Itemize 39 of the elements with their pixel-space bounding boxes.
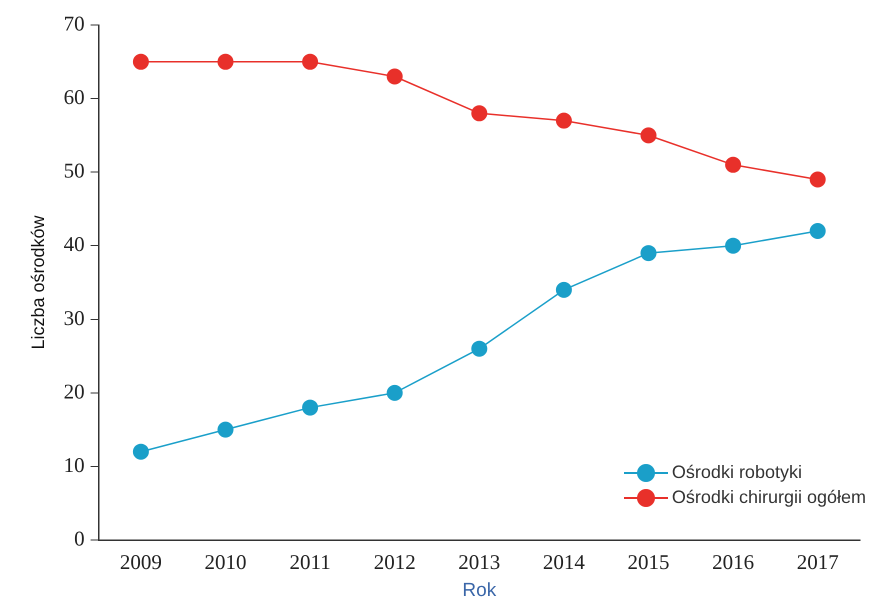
point <box>471 340 488 357</box>
point <box>640 245 656 262</box>
y-axis-title: Liczba ośrodków <box>28 214 48 350</box>
legend-label: Ośrodki chirurgii ogółem <box>672 487 866 508</box>
y-tick-label: 10 <box>64 452 85 477</box>
x-tick-label: 2012 <box>374 550 416 574</box>
x-axis-title: Rok <box>462 580 497 601</box>
point <box>725 238 742 254</box>
point <box>556 112 572 129</box>
point <box>386 68 403 84</box>
point <box>386 384 403 401</box>
x-tick-label: 2017 <box>796 550 839 574</box>
point <box>640 127 656 144</box>
y-tick-label: 0 <box>74 526 85 551</box>
x-tick-label: 2009 <box>120 550 162 574</box>
point <box>218 422 234 438</box>
y-tick-label: 40 <box>64 232 85 256</box>
y-tick-label: 60 <box>64 85 85 110</box>
x-tick-label: 2013 <box>458 550 500 574</box>
y-tick-label: 50 <box>64 158 85 183</box>
point <box>218 54 234 70</box>
point <box>132 54 149 70</box>
x-tick-label: 2011 <box>289 550 331 574</box>
x-tick-label: 2015 <box>628 550 670 574</box>
point <box>471 105 488 122</box>
legend-label: Ośrodki robotyki <box>672 462 802 483</box>
point <box>556 282 572 298</box>
x-tick-label: 2010 <box>204 550 246 574</box>
y-tick-label: 30 <box>64 306 85 330</box>
point <box>810 223 826 239</box>
x-tick-label: 2014 <box>542 550 586 574</box>
point <box>302 400 318 416</box>
point <box>132 444 149 460</box>
y-tick-label: 70 <box>64 12 85 36</box>
x-tick-label: 2016 <box>712 550 754 574</box>
point <box>725 156 742 173</box>
point <box>302 54 318 70</box>
y-tick-label: 20 <box>64 379 85 404</box>
point <box>810 172 826 188</box>
